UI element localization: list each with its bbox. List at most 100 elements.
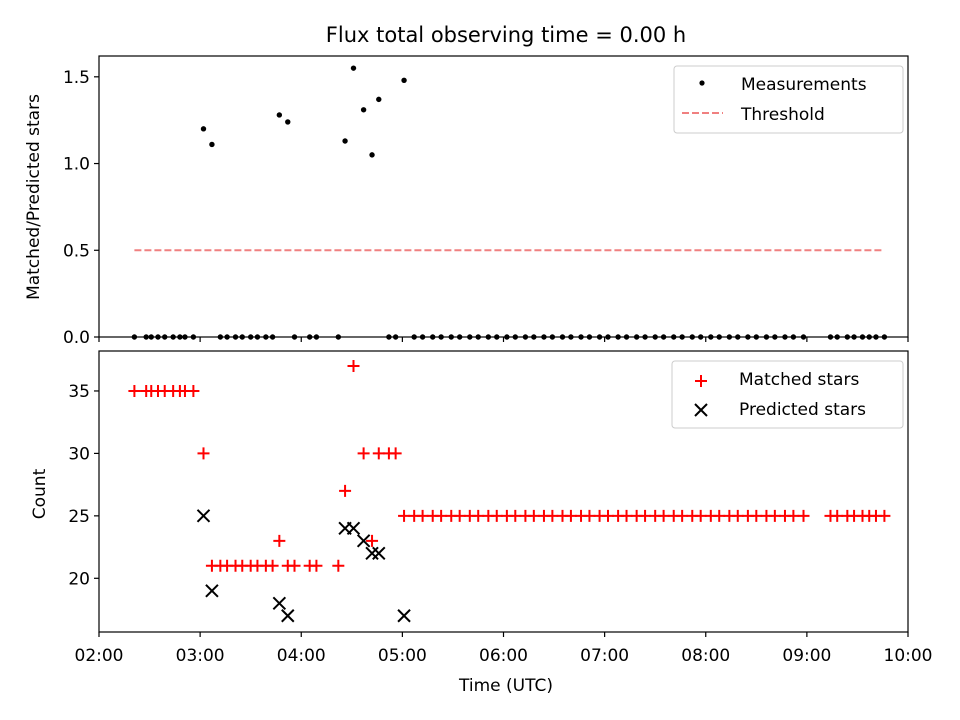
matched-star-point xyxy=(676,509,689,522)
bottom-panel: 20 25 30 35 02:00 03:00 04:00 05:00 06:00 07:00 08… xyxy=(68,350,933,666)
matched-star-point xyxy=(878,509,891,522)
measurement-point xyxy=(763,334,770,340)
predicted-star-point xyxy=(281,609,295,623)
measurement-point xyxy=(162,334,168,340)
matched-star-point xyxy=(398,509,411,522)
matched-star-point xyxy=(288,559,301,572)
measurement-point xyxy=(531,334,537,340)
matched-star-point xyxy=(831,509,844,522)
measurement-point xyxy=(224,334,230,340)
xtick-label: 08:00 xyxy=(681,646,730,666)
measurement-point xyxy=(615,334,621,340)
bottom-ytick-label: 30 xyxy=(68,444,90,464)
measurement-point xyxy=(504,334,510,340)
measurement-point xyxy=(239,334,245,340)
measurement-point xyxy=(182,334,188,340)
matched-star-point xyxy=(416,509,429,522)
matched-star-point xyxy=(713,509,726,522)
bottom-legend-frame xyxy=(671,360,904,429)
measurement-point xyxy=(844,334,851,340)
predicted-star-point xyxy=(356,534,371,548)
legend-threshold-label: Threshold xyxy=(740,105,825,125)
measurement-point xyxy=(247,334,254,340)
predicted-star-point xyxy=(397,609,411,623)
matched-star-point xyxy=(453,509,466,522)
measurement-point xyxy=(430,334,436,340)
measurement-point xyxy=(782,334,788,340)
top-ytick-label: 0.5 xyxy=(63,241,90,261)
matched-star-point xyxy=(546,509,559,522)
measurement-point xyxy=(671,334,677,340)
matched-star-point xyxy=(472,509,485,522)
measurement-point xyxy=(772,334,778,340)
bottom-legend: Matched stars Predicted stars xyxy=(671,360,904,429)
measurement-point xyxy=(697,334,704,340)
matched-star-point xyxy=(750,509,763,522)
matched-star-point xyxy=(527,509,540,522)
xtick-label: 07:00 xyxy=(580,646,629,666)
bottom-ytick-label: 25 xyxy=(68,507,90,527)
measurement-point xyxy=(360,107,367,113)
measurement-point xyxy=(726,334,733,340)
bottom-ytick-label: 35 xyxy=(68,382,90,402)
xtick-label: 09:00 xyxy=(782,646,831,666)
measurement-point xyxy=(834,334,840,340)
bottom-y-axis-label: Count xyxy=(30,468,50,519)
measurement-point xyxy=(392,334,399,340)
measurement-point xyxy=(148,334,154,340)
matched-star-point xyxy=(731,509,744,522)
measurement-point xyxy=(549,334,556,340)
matched-star-point xyxy=(490,509,503,522)
measurement-point xyxy=(369,152,375,158)
matched-star-point xyxy=(435,509,448,522)
measurement-point xyxy=(217,334,224,340)
xtick-label: 04:00 xyxy=(277,646,326,666)
matched-star-point xyxy=(366,534,379,547)
measurement-point xyxy=(586,334,593,340)
measurement-point xyxy=(177,334,183,340)
measurement-point xyxy=(633,334,640,340)
matched-star-point xyxy=(797,509,810,522)
xtick-label: 06:00 xyxy=(479,646,528,666)
matched-star-point xyxy=(357,447,370,460)
measurement-point xyxy=(827,334,834,340)
legend-predicted-marker xyxy=(694,403,708,417)
measurement-point xyxy=(285,119,291,125)
measurement-point xyxy=(155,334,161,340)
measurement-point xyxy=(859,334,866,340)
top-legend: Measurements Threshold xyxy=(673,65,904,134)
measurement-point xyxy=(578,334,584,340)
measurement-point xyxy=(708,334,714,340)
top-ytick-label: 1.5 xyxy=(63,68,90,88)
top-ytick-label: 0.0 xyxy=(63,328,90,348)
measurement-point xyxy=(143,334,149,340)
predicted-star-point xyxy=(346,521,361,536)
measurement-point xyxy=(689,334,695,340)
top-ytick-label: 1.0 xyxy=(63,155,90,175)
measurement-point xyxy=(467,334,473,340)
measurement-point xyxy=(881,334,888,340)
measurement-point xyxy=(335,334,342,340)
measurement-point xyxy=(456,334,463,340)
measurement-point xyxy=(376,96,382,103)
xtick-label: 02:00 xyxy=(75,646,124,666)
measurement-point xyxy=(438,334,444,340)
measurement-point xyxy=(851,334,857,340)
matched-star-point xyxy=(187,384,200,397)
matched-star-point xyxy=(128,384,141,397)
measurement-point xyxy=(411,334,417,340)
measurement-point xyxy=(866,334,872,340)
top-legend-frame xyxy=(673,65,904,134)
measurement-point xyxy=(494,334,500,340)
measurement-point xyxy=(190,334,197,340)
measurement-point xyxy=(170,334,176,340)
measurement-point xyxy=(386,334,392,340)
measurement-point xyxy=(512,334,518,340)
measurement-point xyxy=(873,334,879,340)
measurement-point xyxy=(306,334,313,340)
matched-star-point xyxy=(694,509,707,522)
xtick-label: 05:00 xyxy=(378,646,427,666)
measurement-point xyxy=(596,334,603,340)
legend-matched-marker xyxy=(695,375,707,387)
predicted-star-point xyxy=(196,509,211,523)
